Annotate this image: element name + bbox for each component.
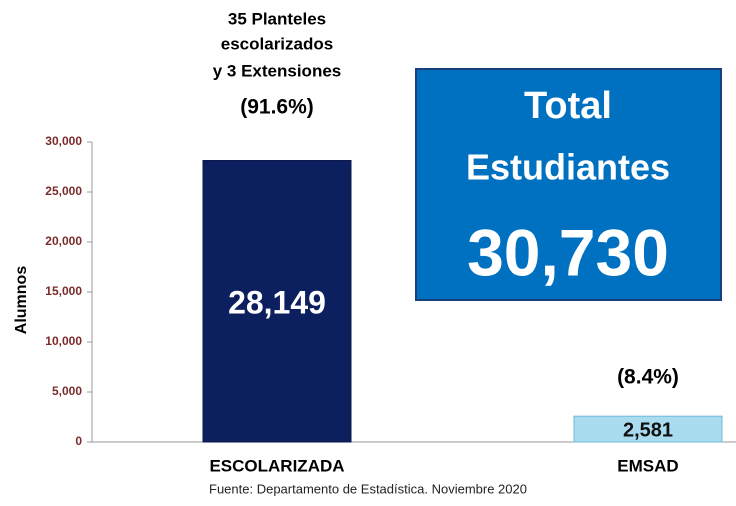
y-tick-label: 30,000 bbox=[45, 134, 82, 148]
total-line: Total bbox=[524, 85, 612, 127]
source: Fuente: Departamento de Estadística. Nov… bbox=[209, 481, 527, 496]
y-tick-label: 10,000 bbox=[45, 334, 82, 348]
value-label: 28,149 bbox=[228, 284, 326, 320]
y-tick-label: 20,000 bbox=[45, 234, 82, 248]
bar bbox=[202, 160, 352, 443]
x-tick-label: ESCOLARIZADA bbox=[209, 456, 344, 475]
y-tick-label: 5,000 bbox=[52, 384, 82, 398]
annotation: (8.4%) bbox=[617, 366, 679, 389]
y-tick-label: 25,000 bbox=[45, 184, 82, 198]
y-tick-label: 0 bbox=[75, 434, 82, 448]
total-value: 30,730 bbox=[467, 215, 669, 289]
annotation: (91.6%) bbox=[240, 96, 314, 119]
total-line: Estudiantes bbox=[466, 147, 670, 188]
y-tick-label: 15,000 bbox=[45, 284, 82, 298]
annotation: y 3 Extensiones bbox=[213, 61, 342, 80]
y-axis-label: Alumnos bbox=[13, 266, 30, 335]
annotation: 35 Planteles bbox=[228, 9, 326, 28]
x-tick-label: EMSAD bbox=[617, 456, 678, 475]
value-label: 2,581 bbox=[623, 419, 673, 441]
annotation: escolarizados bbox=[221, 34, 333, 53]
total-box bbox=[415, 68, 722, 301]
bar bbox=[573, 415, 723, 443]
